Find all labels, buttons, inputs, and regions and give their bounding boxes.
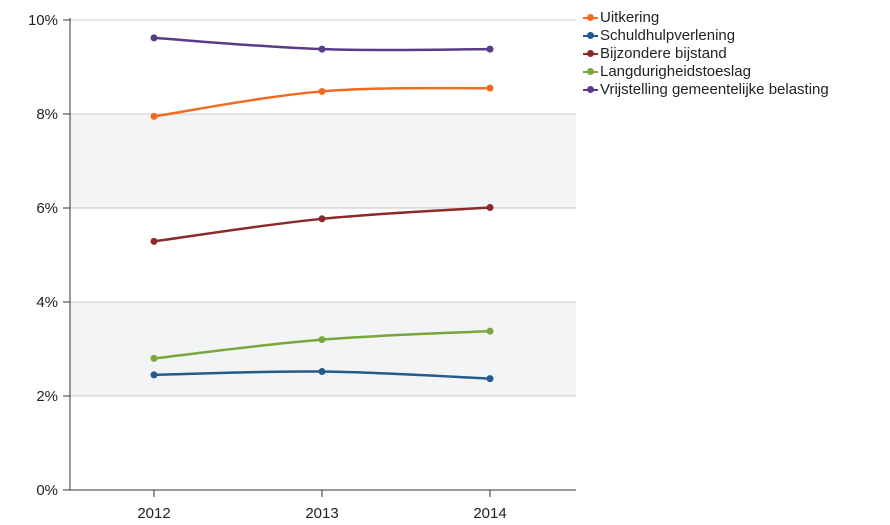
x-axis-tick-labels: 2012 2013 2014	[137, 505, 506, 522]
y-tick-label: 10%	[28, 12, 58, 29]
y-axis-tick-labels: 0% 2% 4% 6% 8% 10%	[28, 12, 58, 499]
data-point	[486, 84, 494, 92]
background-band	[70, 302, 576, 396]
legend-marker	[587, 50, 594, 57]
data-point	[318, 336, 326, 344]
legend-label: Schuldhulpverlening	[600, 27, 736, 44]
data-point	[318, 215, 326, 223]
data-point	[486, 375, 494, 383]
data-point	[150, 112, 158, 120]
data-point	[318, 45, 326, 53]
x-tick-label: 2014	[473, 505, 506, 522]
chart-series-points	[150, 34, 494, 383]
legend-label: Bijzondere bijstand	[600, 45, 727, 62]
legend-swatch	[583, 86, 598, 93]
x-tick-label: 2012	[137, 505, 170, 522]
legend-item[interactable]: Bijzondere bijstand	[583, 45, 829, 63]
chart-background-bands	[70, 114, 576, 396]
legend-item[interactable]: Uitkering	[583, 9, 829, 27]
chart-axes	[63, 18, 576, 497]
data-point	[486, 327, 494, 335]
legend-item[interactable]: Vrijstelling gemeentelijke belasting	[583, 81, 829, 99]
legend-item[interactable]: Schuldhulpverlening	[583, 27, 829, 45]
legend-marker	[587, 14, 594, 21]
data-point	[150, 34, 158, 42]
x-tick-label: 2013	[305, 505, 338, 522]
legend-swatch	[583, 68, 598, 75]
legend-swatch	[583, 14, 598, 21]
data-point	[150, 371, 158, 379]
legend-marker	[587, 68, 594, 75]
y-tick-label: 0%	[36, 482, 58, 499]
y-tick-label: 6%	[36, 200, 58, 217]
y-tick-label: 4%	[36, 294, 58, 311]
y-tick-label: 8%	[36, 106, 58, 123]
data-point	[150, 354, 158, 362]
data-point	[486, 45, 494, 53]
legend-label: Langdurigheidstoeslag	[600, 63, 751, 80]
data-point	[318, 87, 326, 95]
legend-swatch	[583, 32, 598, 39]
data-point	[318, 368, 326, 376]
legend-swatch	[583, 50, 598, 57]
data-point	[150, 237, 158, 245]
legend-marker	[587, 86, 594, 93]
background-band	[70, 114, 576, 208]
legend-label: Vrijstelling gemeentelijke belasting	[600, 81, 829, 98]
chart-legend: Uitkering Schuldhulpverlening Bijzondere b…	[583, 9, 829, 99]
legend-item[interactable]: Langdurigheidstoeslag	[583, 63, 829, 81]
legend-marker	[587, 32, 594, 39]
data-point	[486, 204, 494, 212]
series-line	[153, 206, 491, 243]
y-tick-label: 2%	[36, 388, 58, 405]
legend-label: Uitkering	[600, 9, 660, 26]
